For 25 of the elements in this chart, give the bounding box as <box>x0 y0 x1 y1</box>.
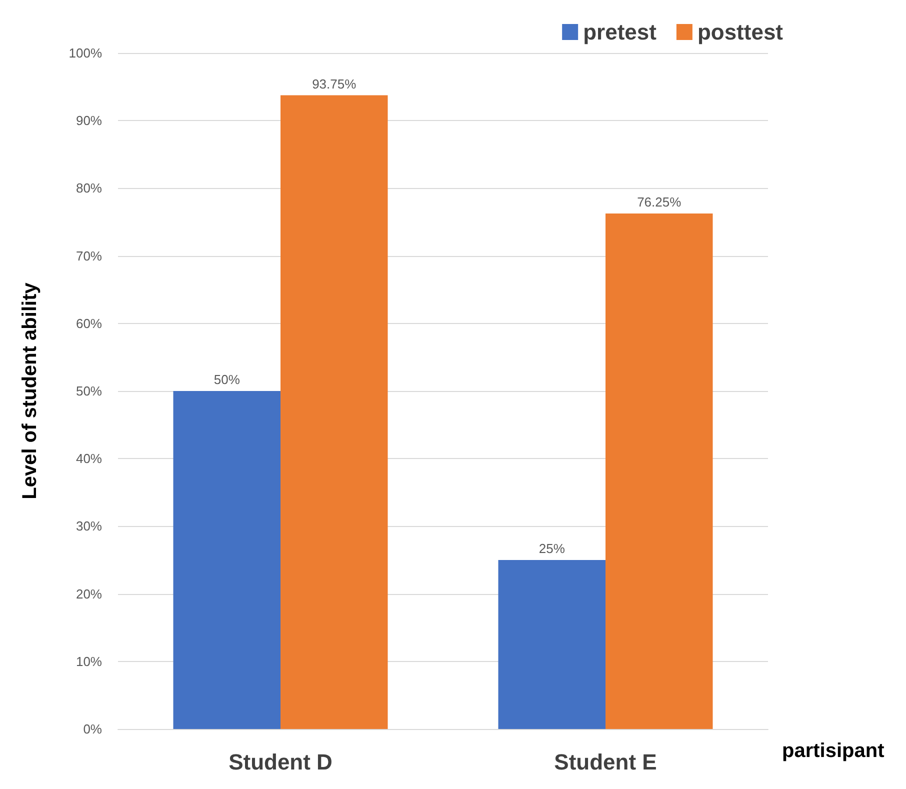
y-tick-label: 20% <box>76 586 102 602</box>
y-tick-label: 0% <box>83 722 102 736</box>
x-tick-label: Student D <box>228 750 332 774</box>
y-tick-label: 40% <box>76 451 102 466</box>
x-axis-title: partisipant <box>782 740 885 762</box>
y-tick-label: 10% <box>76 654 102 669</box>
legend-label: posttest <box>697 20 784 44</box>
x-tick-label: Student E <box>554 750 657 774</box>
y-tick-label: 100% <box>68 46 102 60</box>
y-tick-label: 90% <box>76 113 102 128</box>
y-tick-label: 80% <box>76 180 102 196</box>
y-tick-label: 60% <box>76 316 102 331</box>
data-label: 50% <box>214 372 240 387</box>
bar <box>173 391 280 729</box>
data-label: 76.25% <box>637 194 682 210</box>
data-label: 93.75% <box>312 76 357 92</box>
bar <box>280 95 388 729</box>
y-axis-title: Level of student ability <box>19 282 41 500</box>
y-tick-label: 50% <box>76 384 102 398</box>
data-label: 25% <box>538 541 566 556</box>
y-tick-label: 70% <box>76 248 102 264</box>
bar <box>606 214 713 729</box>
bar <box>498 560 606 729</box>
y-tick-label: 30% <box>76 518 102 534</box>
legend-label: pretest <box>583 20 658 44</box>
